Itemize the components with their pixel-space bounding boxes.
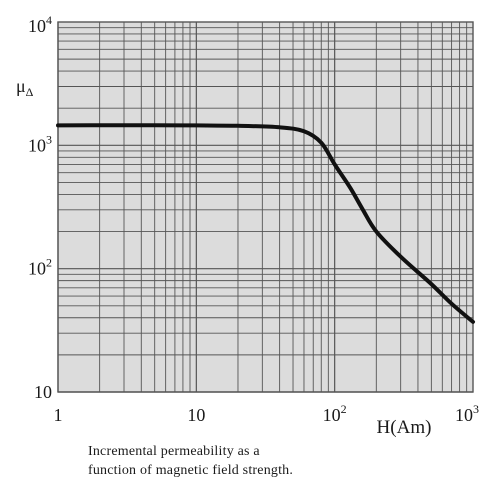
y-tick-label: 103: [28, 132, 52, 155]
grid: [57, 21, 474, 393]
x-axis-label: H(Am): [377, 417, 432, 438]
plot-area: [58, 22, 473, 392]
y-axis-label: μΔ: [16, 76, 34, 99]
curve-layer: [56, 123, 475, 324]
x-tick-label: 102: [323, 402, 347, 425]
axis-labels: H(Am) μΔ: [16, 76, 431, 438]
x-tick-label: 1: [54, 405, 63, 425]
y-tick-label: 10: [34, 382, 52, 402]
caption-line-2: function of magnetic field strength.: [88, 463, 294, 478]
x-tick-labels: 1 10 102 103: [54, 402, 480, 425]
caption-line-1: Incremental permeability as a: [88, 444, 260, 459]
plot-frame: [57, 21, 474, 393]
x-tick-label: 10: [187, 405, 205, 425]
permeability-curve: [56, 123, 475, 324]
y-tick-label: 102: [28, 256, 52, 279]
y-tick-labels: 10 102 103 104: [28, 13, 52, 402]
x-tick-label: 103: [455, 402, 479, 425]
y-tick-label: 104: [28, 13, 52, 36]
